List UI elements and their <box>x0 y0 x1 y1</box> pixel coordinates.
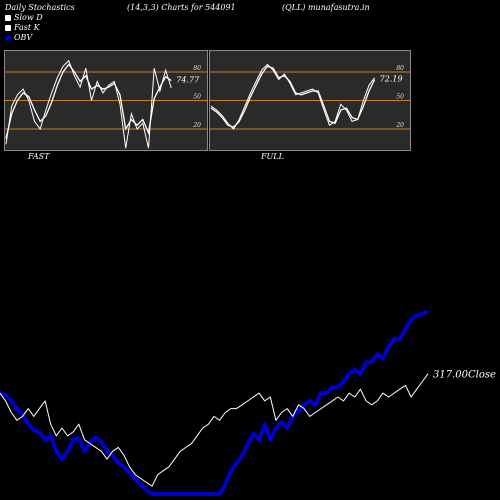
legend-slow-d: Slow D <box>5 13 43 22</box>
fast-series-fast-k <box>5 59 172 149</box>
full-last-value: 72.19 <box>380 75 403 84</box>
slow-d-swatch <box>5 15 11 21</box>
series-close <box>0 373 429 487</box>
full-series-slow-d <box>210 65 376 128</box>
last-close-label: 317.00Close <box>433 370 496 381</box>
chart-type-label: Daily Stochastics <box>5 3 75 12</box>
ticker-source: (QLL) munafasutra.in <box>282 3 370 12</box>
fast-panel-title: FAST <box>28 152 50 161</box>
full-tick-50: 50 <box>396 94 404 101</box>
fast-tick-20: 20 <box>192 122 201 129</box>
legend-slow-d-label: Slow D <box>14 13 43 22</box>
legend-obv: OBV <box>5 33 32 42</box>
fast-last-value: 74.77 <box>176 76 200 85</box>
obv-swatch <box>5 35 11 41</box>
full-stochastic-panel: 20 50 80 72.19 <box>209 50 411 151</box>
legend-fast-k: Fast K <box>5 23 40 32</box>
fast-series-slow-d <box>5 63 172 139</box>
legend-fast-k-label: Fast K <box>14 23 40 32</box>
fast-k-swatch <box>5 25 11 31</box>
full-panel-title: FULL <box>261 152 284 161</box>
series-obv <box>0 309 429 496</box>
full-series-fast-k <box>210 63 376 130</box>
fast-tick-80: 80 <box>193 65 201 72</box>
full-tick-20: 20 <box>395 122 404 129</box>
fast-tick-50: 50 <box>193 94 201 101</box>
legend-obv-label: OBV <box>14 33 33 42</box>
full-tick-80: 80 <box>396 65 404 72</box>
fast-stochastic-panel: 20 50 80 74.77 <box>4 50 208 151</box>
chart-title: (14,3,3) Charts for 544091 <box>127 3 236 12</box>
